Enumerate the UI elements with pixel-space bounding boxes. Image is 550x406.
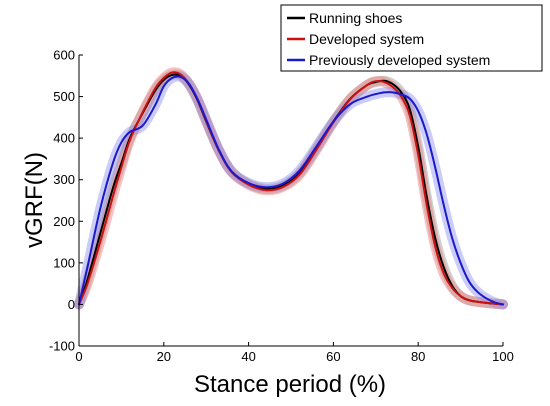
y-tick-label: 300 [53, 172, 75, 187]
x-tick-label: 100 [492, 349, 514, 364]
x-tick-label: 80 [411, 349, 425, 364]
y-tick-layer: -100 0 100 200 300 400 500 600 [49, 48, 83, 354]
legend: Running shoes Developed system Previousl… [280, 4, 543, 72]
series-line-developed-system [78, 71, 504, 306]
x-tick-label: 0 [75, 349, 82, 364]
x-tick-layer: 0 20 40 60 80 100 [75, 342, 514, 364]
line-layer [78, 71, 504, 306]
y-tick-label: 0 [68, 297, 75, 312]
x-tick-label: 20 [157, 349, 171, 364]
legend-box [280, 4, 543, 72]
legend-label-running-shoes: Running shoes [309, 10, 402, 26]
y-axis-label: vGRF(N) [21, 152, 48, 248]
y-tick-label: 500 [53, 89, 75, 104]
legend-label-developed-system: Developed system [309, 31, 424, 47]
y-tick-label: 100 [53, 255, 75, 270]
y-tick-label: 200 [53, 214, 75, 229]
x-tick-label: 60 [326, 349, 340, 364]
y-tick-label: 400 [53, 131, 75, 146]
legend-label-previously-developed-system: Previously developed system [309, 52, 490, 68]
y-tick-label: 600 [53, 48, 75, 63]
axes [78, 55, 503, 347]
y-tick-label: -100 [49, 339, 75, 354]
series-line-previously-developed-system [78, 75, 504, 306]
x-axis-label: Stance period (%) [194, 371, 386, 398]
x-tick-label: 40 [241, 349, 255, 364]
